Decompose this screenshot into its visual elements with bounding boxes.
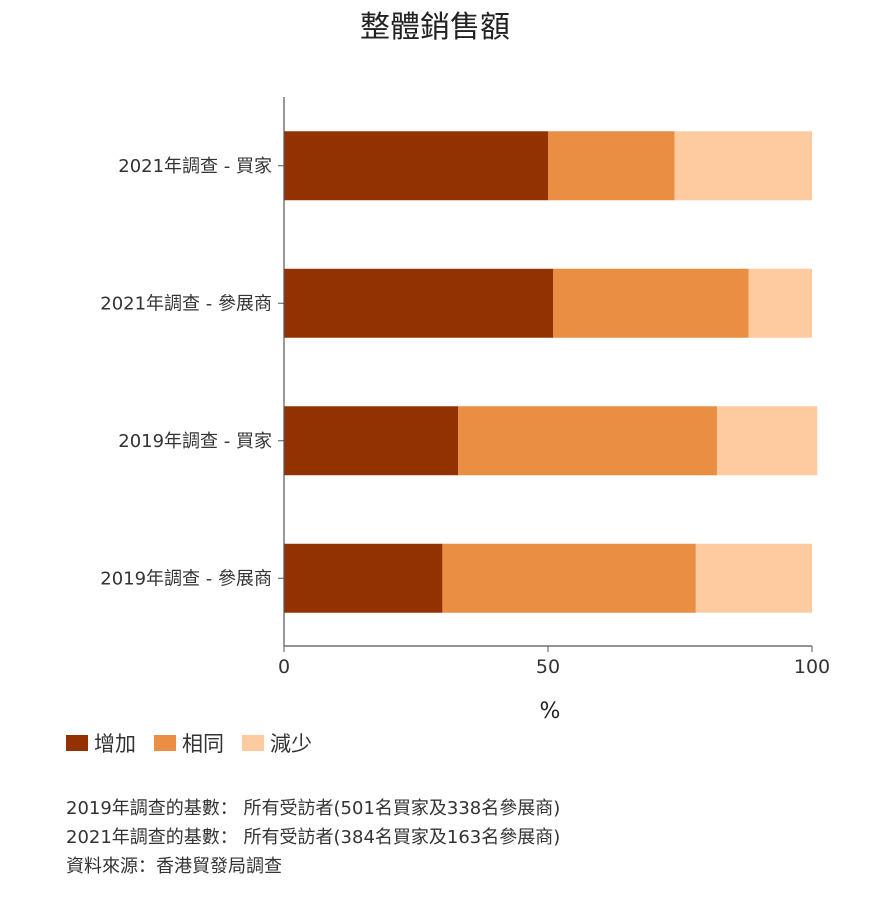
y-tick-label-0: 2021年調查 - 買家	[118, 156, 272, 177]
bar-3-0[interactable]	[284, 543, 443, 613]
footnote-base-2021: 2021年調查的基數： 所有受訪者(384名買家及163名參展商)	[66, 827, 561, 848]
legend: 增加 相同 減少	[66, 728, 312, 758]
legend-label-same: 相同	[182, 732, 224, 756]
legend-swatch-decrease	[242, 735, 264, 751]
legend-item-increase[interactable]: 增加	[66, 728, 136, 758]
bar-1-2[interactable]	[748, 268, 812, 338]
bar-3-2[interactable]	[695, 543, 812, 613]
y-tick-label-3: 2019年調查 - 參展商	[100, 568, 272, 589]
y-tick-label-1: 2021年調查 - 參展商	[100, 293, 272, 314]
x-tick-label-2: 100	[794, 656, 830, 678]
bar-1-1[interactable]	[553, 268, 749, 338]
bar-2-1[interactable]	[458, 406, 717, 476]
footnote-source: 資料來源：香港貿發局調查	[66, 856, 282, 877]
bar-2-2[interactable]	[716, 406, 818, 476]
footnotes: 2019年調查的基數： 所有受訪者(501名買家及338名參展商) 2021年調…	[66, 794, 560, 881]
legend-label-increase: 增加	[94, 732, 136, 756]
legend-label-decrease: 減少	[270, 732, 312, 756]
bar-1-0[interactable]	[284, 268, 554, 338]
chart-title: 整體銷售額	[360, 10, 510, 45]
y-tick-label-2: 2019年調查 - 買家	[118, 431, 272, 452]
bar-3-1[interactable]	[442, 543, 696, 613]
legend-swatch-increase	[66, 735, 88, 751]
legend-swatch-same	[154, 735, 176, 751]
legend-item-decrease[interactable]: 減少	[242, 728, 312, 758]
x-tick-label-1: 50	[536, 656, 560, 678]
bar-0-0[interactable]	[284, 131, 548, 201]
legend-item-same[interactable]: 相同	[154, 728, 224, 758]
bar-0-1[interactable]	[548, 131, 675, 201]
footnote-base-2019: 2019年調查的基數： 所有受訪者(501名買家及338名參展商)	[66, 798, 561, 819]
x-axis-label: %	[540, 699, 561, 724]
bar-0-2[interactable]	[674, 131, 812, 201]
x-tick-label-0: 0	[278, 656, 290, 678]
bar-2-0[interactable]	[284, 406, 459, 476]
